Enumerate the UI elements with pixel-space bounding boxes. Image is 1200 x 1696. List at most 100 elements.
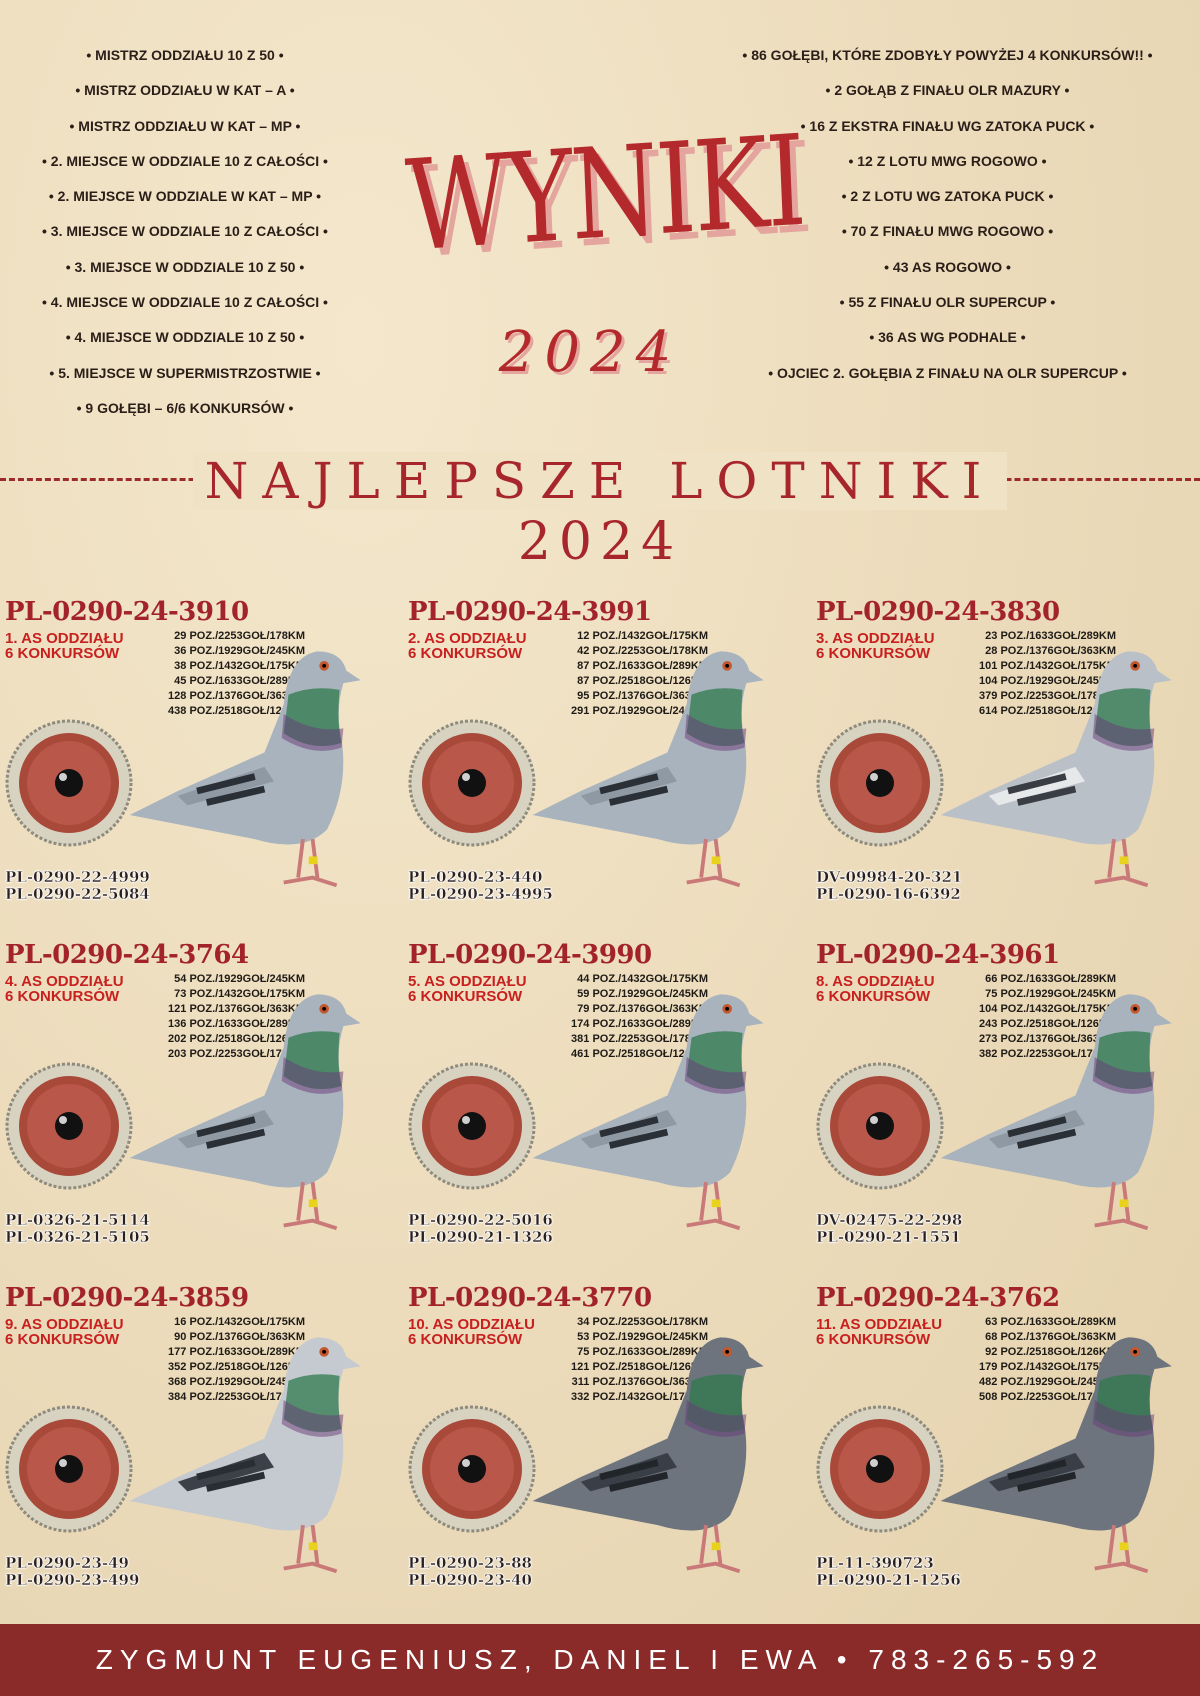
contest-count: 6 KONKURSÓW — [408, 645, 523, 662]
eye-photo — [5, 1405, 133, 1533]
result-line: 384 POZ./2253GOŁ/178KM — [168, 1391, 305, 1403]
result-line: 381 POZ./2253GOŁ/178KM — [571, 1033, 708, 1045]
as-rank: 2. AS ODDZIAŁU — [408, 630, 527, 647]
ring-number: PL-0290-24-3991 — [408, 597, 652, 627]
sire-ring: PL-0290-22-4999 — [5, 868, 150, 886]
result-line: 174 POZ./1633GOŁ/289KM — [571, 1018, 708, 1030]
pigeon-photo — [129, 1337, 361, 1574]
result-line: 44 POZ./1432GOŁ/175KM — [577, 973, 708, 985]
achievement-item: • MISTRZ ODDZIAŁU W KAT – MP • — [69, 117, 301, 134]
result-line: 53 POZ./1929GOŁ/245KM — [577, 1331, 708, 1343]
result-line: 243 POZ./2518GOŁ/126KM — [979, 1018, 1116, 1030]
ring-number: PL-0290-24-3961 — [816, 940, 1060, 970]
eye-photo — [408, 1405, 536, 1533]
as-rank: 8. AS ODDZIAŁU — [816, 973, 935, 990]
result-line: 54 POZ./1929GOŁ/245KM — [174, 973, 305, 985]
result-line: 508 POZ./2253GOŁ/178KM — [979, 1391, 1116, 1403]
achievement-item: • MISTRZ ODDZIAŁU 10 Z 50 • — [86, 47, 284, 63]
eye-photo — [408, 719, 536, 847]
as-rank: 10. AS ODDZIAŁU — [408, 1316, 535, 1333]
section-title: NAJLEPSZE LOTNIKI — [192, 452, 1008, 510]
result-line: 614 POZ./2518GOŁ/126KM — [979, 705, 1116, 717]
achievement-item: • 3. MIEJSCE W ODDZIALE 10 Z 50 • — [65, 258, 305, 275]
results-list: 54 POZ./1929GOŁ/245KM 73 POZ./1432GOŁ/175… — [135, 972, 305, 1062]
achievement-item: • OJCIEC 2. GOŁĘBIA Z FINAŁU NA OLR SUPE… — [768, 364, 1127, 381]
pigeon-card: PL-0290-24-3991 2. AS ODDZIAŁU 6 KONKURSÓ… — [408, 597, 788, 937]
achievement-item: • 43 AS ROGOWO • — [884, 258, 1011, 275]
results-list: 23 POZ./1633GOŁ/289KM 28 POZ./1376GOŁ/363… — [946, 629, 1116, 719]
result-line: 36 POZ./1929GOŁ/245KM — [174, 645, 305, 657]
dam-ring: PL-0290-21-1256 — [816, 1571, 961, 1589]
result-line: 90 POZ./1376GOŁ/363KM — [174, 1331, 305, 1343]
title-year: 2024 — [498, 320, 682, 385]
sire-ring: DV-09984-20-321 — [816, 868, 963, 886]
ring-number: PL-0290-24-3990 — [408, 940, 652, 970]
achievement-item: • 55 Z FINAŁU OLR SUPERCUP • — [839, 294, 1056, 311]
result-line: 104 POZ./1929GOŁ/245KM — [979, 675, 1116, 687]
result-line: 121 POZ./2518GOŁ/126KM — [571, 1361, 708, 1373]
as-rank: 5. AS ODDZIAŁU — [408, 973, 527, 990]
contest-count: 6 KONKURSÓW — [408, 988, 523, 1005]
eye-photo — [5, 1062, 133, 1190]
result-line: 101 POZ./1432GOŁ/175KM — [979, 660, 1116, 672]
achievement-item: • 3. MIEJSCE W ODDZIALE 10 Z CAŁOŚCI • — [42, 223, 328, 240]
result-line: 136 POZ./1633GOŁ/289KM — [168, 1018, 305, 1030]
achievement-item: • 2. MIEJSCE W ODDZIALE W KAT – MP • — [48, 188, 322, 205]
result-line: 16 POZ./1432GOŁ/175KM — [174, 1316, 305, 1328]
achievement-item: • 2 Z LOTU WG ZATOKA PUCK • — [841, 188, 1054, 205]
result-line: 461 POZ./2518GOŁ/126KM — [571, 1048, 708, 1060]
result-line: 352 POZ./2518GOŁ/126KM — [168, 1361, 305, 1373]
as-rank: 4. AS ODDZIAŁU — [5, 973, 124, 990]
achievement-item: • MISTRZ ODDZIAŁU W KAT – A • — [75, 82, 295, 99]
result-line: 92 POZ./2518GOŁ/126KM — [985, 1346, 1116, 1358]
result-line: 45 POZ./1633GOŁ/289KM — [174, 675, 305, 687]
dam-ring: PL-0290-23-40 — [408, 1571, 532, 1589]
ring-number: PL-0290-24-3859 — [5, 1283, 249, 1313]
result-line: 379 POZ./2253GOŁ/178KM — [979, 690, 1116, 702]
achievement-item: • 4. MIEJSCE W ODDZIALE 10 Z 50 • — [65, 329, 305, 346]
sire-ring: PL-11-390723 — [816, 1554, 934, 1572]
result-line: 121 POZ./1376GOŁ/363KM — [168, 1003, 305, 1015]
eye-photo — [816, 1062, 944, 1190]
result-line: 203 POZ./2253GOŁ/178KM — [168, 1048, 305, 1060]
achievement-item: • 70 Z FINAŁU MWG ROGOWO • — [841, 223, 1054, 240]
result-line: 311 POZ./1376GOŁ/363KM — [571, 1376, 708, 1388]
result-line: 128 POZ./1376GOŁ/363KM — [168, 690, 305, 702]
result-line: 75 POZ./1633GOŁ/289KM — [577, 1346, 708, 1358]
ring-number: PL-0290-24-3830 — [816, 597, 1060, 627]
result-line: 34 POZ./2253GOŁ/178KM — [577, 1316, 708, 1328]
result-line: 104 POZ./1432GOŁ/175KM — [979, 1003, 1116, 1015]
result-line: 179 POZ./1432GOŁ/175KM — [979, 1361, 1116, 1373]
result-line: 68 POZ./1376GOŁ/363KM — [985, 1331, 1116, 1343]
contest-count: 6 KONKURSÓW — [5, 1331, 120, 1348]
eye-photo — [816, 1405, 944, 1533]
ring-number: PL-0290-24-3764 — [5, 940, 249, 970]
result-line: 332 POZ./1432GOŁ/175KM — [571, 1391, 708, 1403]
result-line: 63 POZ./1633GOŁ/289KM — [985, 1316, 1116, 1328]
sire-ring: PL-0326-21-5114 — [5, 1211, 150, 1229]
result-line: 79 POZ./1376GOŁ/363KM — [577, 1003, 708, 1015]
result-line: 23 POZ./1633GOŁ/289KM — [985, 630, 1116, 642]
pigeon-photo — [129, 994, 361, 1231]
result-line: 12 POZ./1432GOŁ/175KM — [577, 630, 708, 642]
result-line: 66 POZ./1633GOŁ/289KM — [985, 973, 1116, 985]
dam-ring: PL-0290-16-6392 — [816, 885, 961, 903]
result-line: 73 POZ./1432GOŁ/175KM — [174, 988, 305, 1000]
as-rank: 3. AS ODDZIAŁU — [816, 630, 935, 647]
dam-ring: PL-0290-21-1551 — [816, 1228, 961, 1246]
footer-contact: ZYGMUNT EUGENIUSZ, DANIEL I EWA • 783-26… — [0, 1624, 1200, 1696]
pigeon-card: PL-0290-24-3762 11. AS ODDZIAŁU 6 KONKURS… — [816, 1283, 1196, 1623]
pigeon-card: PL-0290-24-3859 9. AS ODDZIAŁU 6 KONKURSÓ… — [5, 1283, 385, 1623]
results-list: 29 POZ./2253GOŁ/178KM 36 POZ./1929GOŁ/245… — [135, 629, 305, 719]
dam-ring: PL-0290-23-4995 — [408, 885, 553, 903]
pigeon-photo — [940, 651, 1172, 888]
pigeon-card: PL-0290-24-3830 3. AS ODDZIAŁU 6 KONKURSÓ… — [816, 597, 1196, 937]
sire-ring: PL-0290-23-49 — [5, 1554, 129, 1572]
results-list: 66 POZ./1633GOŁ/289KM 75 POZ./1929GOŁ/245… — [946, 972, 1116, 1062]
result-line: 382 POZ./2253GOŁ/178KM — [979, 1048, 1116, 1060]
result-line: 59 POZ./1929GOŁ/245KM — [577, 988, 708, 1000]
pigeon-card: PL-0290-24-3910 1. AS ODDZIAŁU 6 KONKURSÓ… — [5, 597, 385, 937]
pigeon-card: PL-0290-24-3764 4. AS ODDZIAŁU 6 KONKURSÓ… — [5, 940, 385, 1280]
pigeon-photo — [940, 994, 1172, 1231]
result-line: 75 POZ./1929GOŁ/245KM — [985, 988, 1116, 1000]
